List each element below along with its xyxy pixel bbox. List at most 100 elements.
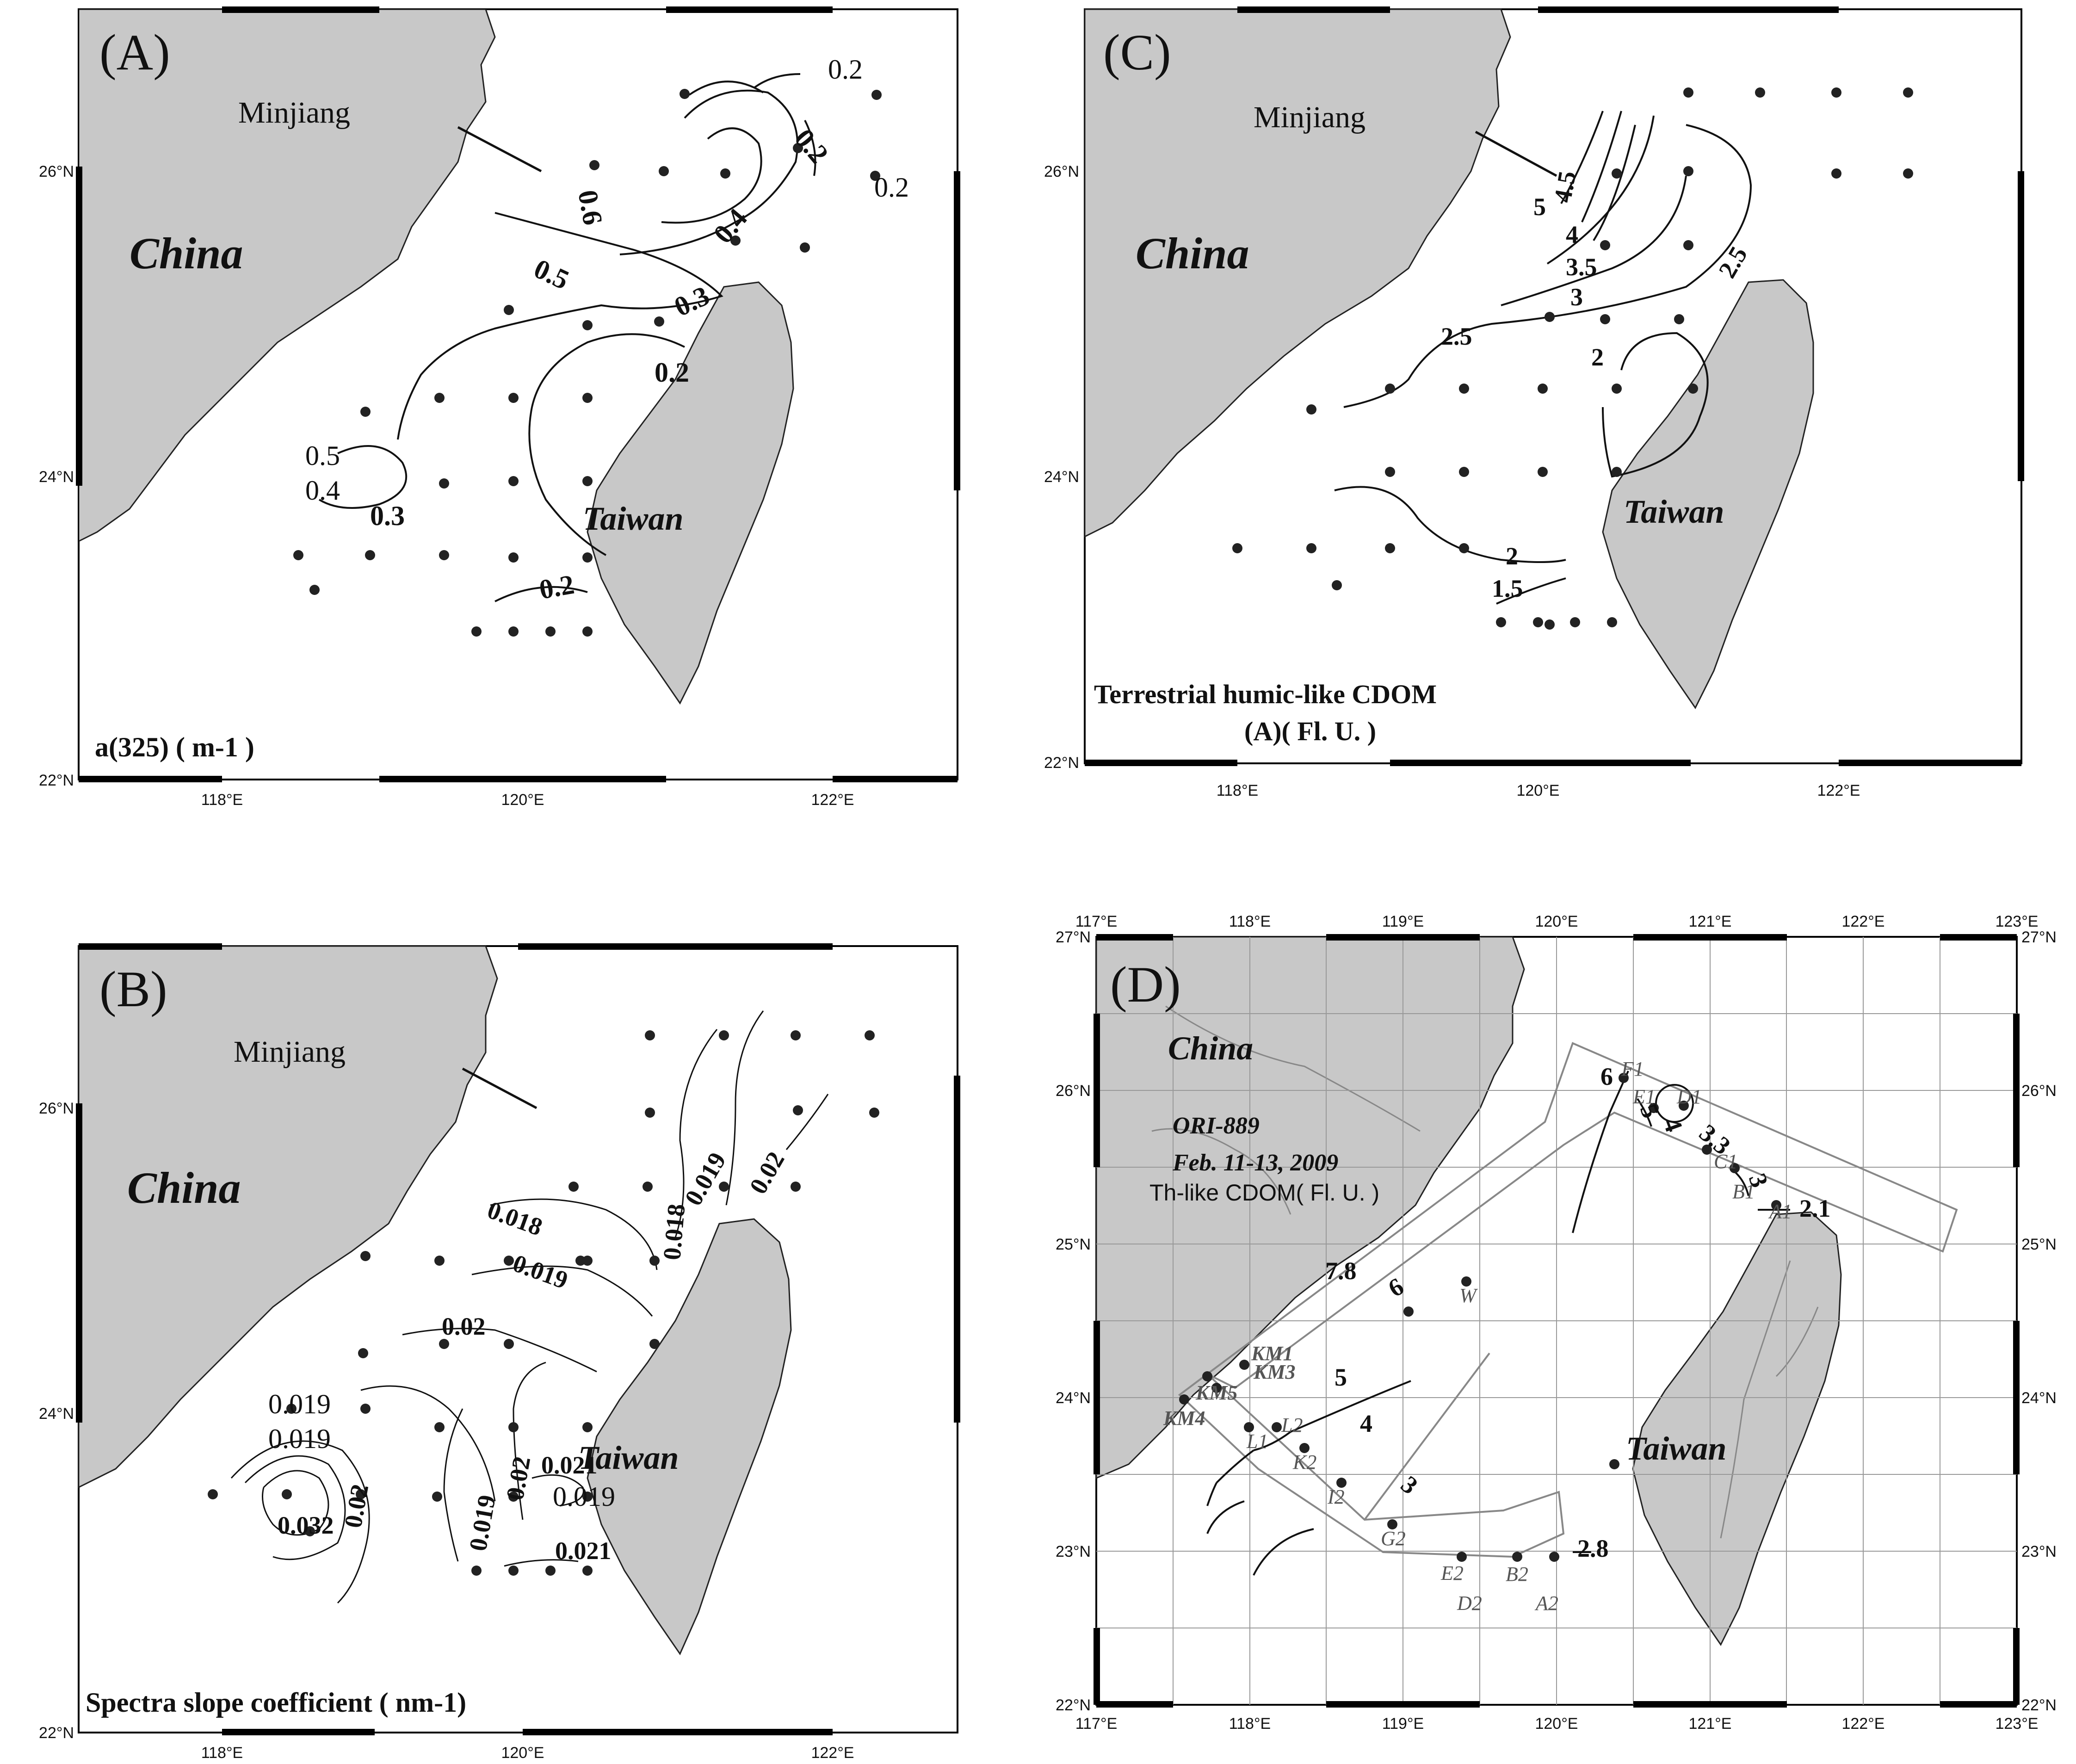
- lon-tick: 120°E: [1516, 782, 1559, 799]
- country-label-china: China: [1136, 229, 1249, 278]
- lat-tick: 23°N: [1056, 1543, 1091, 1560]
- station-dots: [208, 1030, 879, 1576]
- svg-text:0.2: 0.2: [655, 357, 689, 388]
- panel-a-map: 0.2 0.2 0.2 0.6 0.4 0.5 0.3 0.2 0.5 0.4 …: [79, 9, 909, 705]
- svg-text:0.019: 0.019: [268, 1424, 331, 1454]
- country-label-china: China: [130, 229, 243, 278]
- svg-text:B1: B1: [1732, 1180, 1755, 1203]
- lon-tick: 120°E: [501, 1744, 544, 1762]
- panel-b: 0.019 0.02 0.018 0.018 0.019 0.02 0.019 …: [39, 943, 960, 1762]
- lat-tick: 25°N: [1056, 1236, 1091, 1253]
- river-label: Minjiang: [234, 1035, 346, 1069]
- country-label-china: China: [127, 1163, 241, 1213]
- lon-tick-top: 120°E: [1535, 913, 1578, 930]
- contour-lines: [1206, 1071, 1790, 1576]
- svg-text:2.8: 2.8: [1577, 1535, 1609, 1562]
- country-label-taiwan: Taiwan: [1624, 493, 1724, 530]
- svg-text:0.3: 0.3: [370, 501, 405, 531]
- panel-label: (C): [1103, 24, 1171, 80]
- svg-text:0.032: 0.032: [278, 1511, 334, 1539]
- svg-text:D1: D1: [1676, 1085, 1702, 1108]
- lat-tick-right: 27°N: [2021, 928, 2057, 946]
- svg-text:E2: E2: [1440, 1562, 1464, 1585]
- river-label: Minjiang: [238, 96, 350, 130]
- lon-tick-top: 122°E: [1841, 913, 1884, 930]
- svg-text:KM3: KM3: [1253, 1361, 1295, 1383]
- svg-text:4: 4: [1360, 1410, 1372, 1437]
- lat-tick-right: 25°N: [2021, 1236, 2057, 1253]
- svg-text:KM5: KM5: [1195, 1381, 1237, 1404]
- svg-text:0.021: 0.021: [541, 1451, 598, 1479]
- panel-label: (B): [99, 961, 167, 1017]
- lon-tick: 118°E: [201, 1744, 243, 1762]
- china-land: [79, 9, 496, 542]
- rivers: [1151, 1005, 1819, 1539]
- svg-text:KM1: KM1: [1251, 1342, 1293, 1365]
- lon-tick: 118°E: [201, 791, 243, 809]
- svg-text:5: 5: [1533, 193, 1546, 221]
- svg-text:0.2: 0.2: [828, 54, 863, 85]
- lat-tick: 22°N: [39, 1724, 74, 1742]
- lon-tick-top: 118°E: [1229, 913, 1271, 930]
- china-land: [1095, 936, 1525, 1479]
- lat-tick: 24°N: [39, 1405, 74, 1423]
- lat-tick-right: 26°N: [2021, 1082, 2057, 1100]
- panel-label: (A): [99, 24, 170, 80]
- country-label-taiwan: Taiwan: [583, 500, 683, 537]
- svg-text:0.021: 0.021: [555, 1537, 612, 1565]
- cruise-track-polygon: [1178, 1042, 1958, 1558]
- svg-text:1.5: 1.5: [1492, 575, 1523, 602]
- panel-d: 6 5 4 3.3 3 2.1 7.8 6 5 4 3 2.8 F1 E1 D1…: [1056, 913, 2057, 1733]
- cruise-label: ORI-889: [1173, 1113, 1260, 1139]
- lon-tick: 122°E: [811, 791, 854, 809]
- svg-text:2.5: 2.5: [1441, 322, 1472, 350]
- svg-text:C1: C1: [1714, 1150, 1737, 1173]
- panel-c: 5 4.5 4 3.5 3 2.5 2.5 2 2 1.5 (C) Minjia…: [1044, 6, 2024, 799]
- lat-tick-right: 24°N: [2021, 1389, 2057, 1407]
- lon-tick: 122°E: [811, 1744, 854, 1762]
- lat-tick: 22°N: [1056, 1696, 1091, 1714]
- taiwan-land: [1632, 1211, 1842, 1646]
- variable-label: Th-like CDOM( Fl. U. ): [1149, 1180, 1379, 1206]
- station-dots: [1179, 1073, 1781, 1562]
- river-label: Minjiang: [1254, 100, 1365, 134]
- lat-tick-right: 22°N: [2021, 1696, 2057, 1714]
- panel-caption: a(325) ( m-1 ): [95, 732, 254, 762]
- lat-tick: 26°N: [39, 163, 74, 180]
- contour-lines: [230, 1010, 829, 1604]
- lat-tick: 22°N: [39, 772, 74, 789]
- river-pointer: [457, 126, 542, 173]
- lon-tick: 121°E: [1688, 1715, 1731, 1733]
- lat-tick-right: 23°N: [2021, 1543, 2057, 1560]
- contour-lines: [318, 73, 816, 602]
- panel-caption: Terrestrial humic-like CDOM: [1094, 679, 1437, 709]
- svg-text:KM4: KM4: [1163, 1407, 1205, 1430]
- panel-caption: Spectra slope coefficient ( nm-1): [86, 1687, 466, 1718]
- lon-tick-top: 123°E: [1995, 913, 2038, 930]
- svg-text:F1: F1: [1621, 1058, 1644, 1080]
- station-dots: [1232, 87, 1913, 630]
- svg-text:0.5: 0.5: [305, 440, 340, 471]
- svg-text:L1: L1: [1246, 1430, 1268, 1453]
- panel-b-map: 0.019 0.02 0.018 0.018 0.019 0.02 0.019 …: [78, 945, 879, 1656]
- river-pointer: [462, 1067, 538, 1109]
- svg-text:A2: A2: [1534, 1592, 1558, 1615]
- lon-tick: 118°E: [1217, 782, 1258, 799]
- svg-text:0.019: 0.019: [268, 1389, 331, 1419]
- svg-text:0.018: 0.018: [658, 1203, 690, 1261]
- lat-tick: 24°N: [1056, 1389, 1091, 1407]
- svg-text:E1: E1: [1632, 1085, 1656, 1108]
- frame-ticks: [76, 943, 960, 1735]
- river-pointer: [1475, 130, 1557, 177]
- lat-tick: 26°N: [1044, 163, 1079, 180]
- svg-text:A1: A1: [1768, 1200, 1792, 1223]
- country-label-china: China: [1168, 1030, 1253, 1067]
- svg-text:4: 4: [1566, 221, 1578, 248]
- svg-text:0.6: 0.6: [572, 188, 608, 227]
- lon-tick-top: 119°E: [1382, 913, 1424, 930]
- station-dots: [293, 89, 882, 637]
- frame-ticks: [1085, 6, 2024, 766]
- svg-text:L2: L2: [1281, 1414, 1303, 1436]
- station-labels: F1 E1 D1 C1 B1 A1 W KM1 KM3 KM5 KM4 L2 L…: [1163, 1058, 1792, 1615]
- lat-tick: 24°N: [1044, 468, 1079, 486]
